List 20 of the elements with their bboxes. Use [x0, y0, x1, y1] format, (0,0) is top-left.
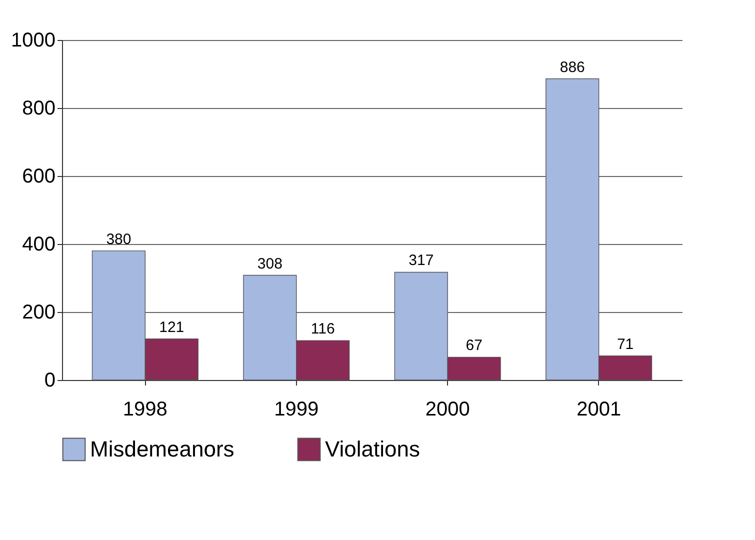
data-label: 308: [257, 255, 282, 272]
x-tick-label: 1998: [122, 398, 168, 420]
y-tick-label: 0: [44, 370, 56, 392]
y-tick-label: 800: [22, 98, 56, 120]
data-label: 886: [560, 58, 585, 76]
data-label: 317: [408, 252, 434, 270]
data-label: 380: [106, 230, 132, 248]
x-tick-label: 1999: [274, 398, 319, 420]
y-tick-label: 400: [22, 234, 56, 256]
data-label: 116: [310, 320, 335, 338]
x-tick-label: 2001: [576, 398, 622, 420]
y-tick-label: 1000: [11, 30, 56, 52]
y-tick-label: 600: [22, 166, 56, 188]
legend-label: Misdemeanors: [90, 436, 234, 462]
data-label: 67: [466, 337, 482, 354]
legend-label: Violations: [325, 436, 420, 462]
y-tick-label: 200: [22, 302, 56, 324]
data-label: 121: [159, 318, 184, 336]
x-tick-label: 2000: [425, 398, 470, 420]
data-label: 71: [616, 336, 634, 353]
